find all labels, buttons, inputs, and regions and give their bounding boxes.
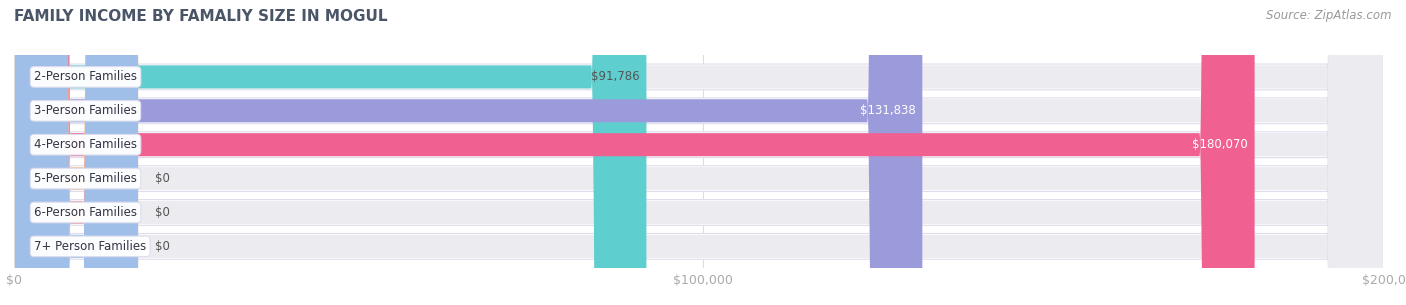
FancyBboxPatch shape — [15, 0, 138, 305]
Text: 6-Person Families: 6-Person Families — [34, 206, 136, 219]
Text: FAMILY INCOME BY FAMALIY SIZE IN MOGUL: FAMILY INCOME BY FAMALIY SIZE IN MOGUL — [14, 9, 388, 24]
Text: $0: $0 — [155, 172, 170, 185]
FancyBboxPatch shape — [15, 0, 922, 305]
FancyBboxPatch shape — [15, 0, 138, 305]
Text: Source: ZipAtlas.com: Source: ZipAtlas.com — [1267, 9, 1392, 22]
FancyBboxPatch shape — [15, 0, 1382, 305]
Text: 2-Person Families: 2-Person Families — [34, 70, 136, 84]
FancyBboxPatch shape — [15, 0, 1382, 305]
Text: 5-Person Families: 5-Person Families — [34, 172, 136, 185]
FancyBboxPatch shape — [15, 0, 1382, 305]
Text: $131,838: $131,838 — [859, 104, 915, 117]
FancyBboxPatch shape — [15, 0, 138, 305]
FancyBboxPatch shape — [15, 0, 1382, 305]
Text: 3-Person Families: 3-Person Families — [34, 104, 136, 117]
FancyBboxPatch shape — [15, 0, 647, 305]
FancyBboxPatch shape — [15, 0, 1382, 305]
Text: $91,786: $91,786 — [591, 70, 640, 84]
FancyBboxPatch shape — [15, 0, 1382, 305]
Text: $180,070: $180,070 — [1192, 138, 1247, 151]
Text: $0: $0 — [155, 206, 170, 219]
FancyBboxPatch shape — [15, 0, 1382, 305]
Text: 4-Person Families: 4-Person Families — [34, 138, 136, 151]
Text: 7+ Person Families: 7+ Person Families — [34, 240, 146, 253]
FancyBboxPatch shape — [15, 0, 1382, 305]
FancyBboxPatch shape — [15, 0, 1382, 305]
FancyBboxPatch shape — [15, 0, 1254, 305]
FancyBboxPatch shape — [15, 0, 1382, 305]
Text: $0: $0 — [155, 240, 170, 253]
FancyBboxPatch shape — [15, 0, 1382, 305]
FancyBboxPatch shape — [15, 0, 1382, 305]
